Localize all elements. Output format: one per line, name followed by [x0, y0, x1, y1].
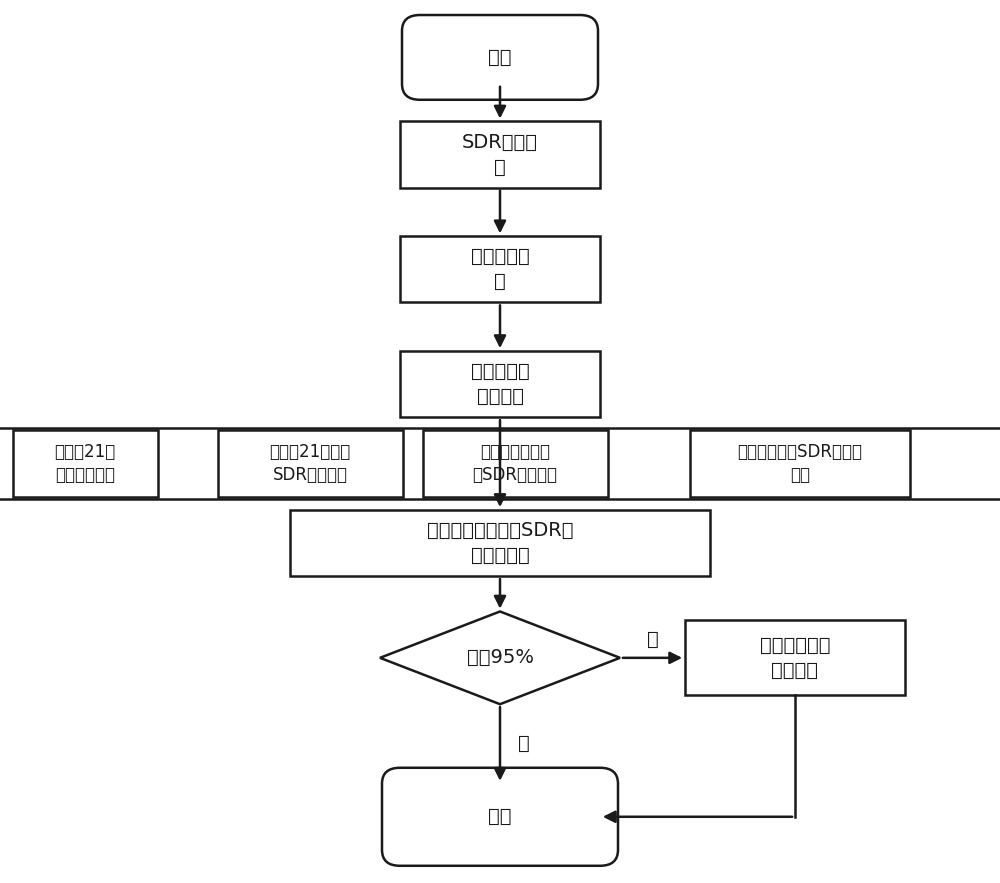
Text: 否: 否	[518, 735, 530, 753]
Text: 近三个月实际SDR总发生
次数: 近三个月实际SDR总发生 次数	[738, 442, 862, 485]
Bar	[690, 431, 910, 496]
Bar	[685, 620, 905, 696]
Bar	[218, 431, 402, 496]
Text: 抽取故障信
息: 抽取故障信 息	[471, 247, 529, 291]
Text: 计算近21个月总
SDR发生次数: 计算近21个月总 SDR发生次数	[269, 442, 351, 485]
FancyBboxPatch shape	[382, 768, 618, 865]
Text: 计算近三个月预
期SDR发生次数: 计算近三个月预 期SDR发生次数	[473, 442, 558, 485]
Bar	[400, 237, 600, 302]
Text: 大于95%: 大于95%	[466, 648, 534, 668]
Bar	[290, 509, 710, 576]
Text: 结束: 结束	[488, 807, 512, 826]
Bar	[422, 431, 608, 496]
Text: 开始: 开始	[488, 48, 512, 67]
FancyBboxPatch shape	[402, 15, 598, 100]
Text: 计算近21个
月总飞行时间: 计算近21个 月总飞行时间	[54, 442, 116, 485]
Text: 进行机务系统
内部预警: 进行机务系统 内部预警	[760, 636, 830, 680]
Bar	[13, 431, 158, 496]
Bar	[400, 122, 600, 188]
Bar	[400, 351, 600, 418]
Text: 是: 是	[647, 630, 658, 649]
Text: 故障数据整
理、校准: 故障数据整 理、校准	[471, 362, 529, 406]
Text: 利用泊松分布计算SDR预
期发生概率: 利用泊松分布计算SDR预 期发生概率	[427, 521, 573, 565]
Polygon shape	[380, 611, 620, 705]
Text: SDR故障分
类: SDR故障分 类	[462, 132, 538, 177]
